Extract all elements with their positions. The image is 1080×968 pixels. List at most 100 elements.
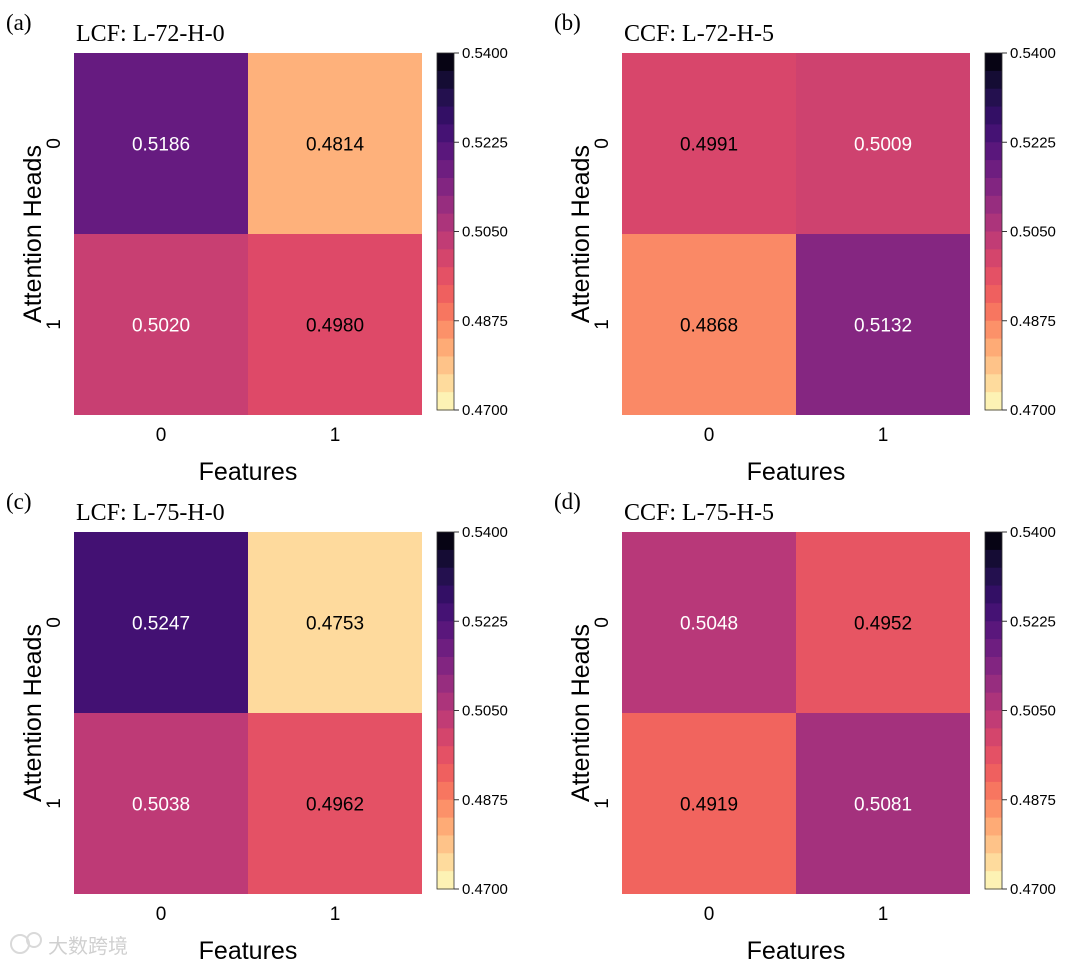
cell-value-r0-c0: 0.4991 (680, 135, 738, 156)
colorbar-tick-label: 0.4875 (1010, 313, 1056, 330)
y-tick-label: 1 (592, 319, 613, 330)
colorbar-segment (437, 835, 454, 854)
colorbar-segment (985, 639, 1002, 658)
colorbar-segment (985, 231, 1002, 250)
colorbar-segment (985, 764, 1002, 783)
colorbar-segment (985, 692, 1002, 712)
y-axis-label: Attention Heads (19, 624, 47, 802)
colorbar-segment (985, 728, 1002, 747)
colorbar-segment (985, 710, 1002, 729)
colorbar-segment (985, 142, 1002, 161)
x-tick-label: 1 (330, 425, 341, 446)
x-tick-label: 1 (878, 425, 889, 446)
colorbar-segment (437, 746, 454, 765)
colorbar-tick-label: 0.4700 (1010, 402, 1056, 419)
heatmap-cell-r1-c1 (248, 234, 422, 415)
watermark-logo-icon (26, 932, 42, 948)
panel-title: LCF: L-75-H-0 (76, 500, 225, 526)
colorbar-segment (437, 639, 454, 658)
x-axis-label: Features (747, 458, 846, 486)
colorbar-segment (437, 231, 454, 250)
heatmap-cell-r1-c0 (622, 713, 796, 894)
colorbar-segment (437, 70, 454, 90)
colorbar-segment (985, 853, 1002, 872)
y-axis-label: Attention Heads (19, 145, 47, 323)
colorbar-segment (985, 106, 1002, 125)
cell-value-r0-c0: 0.5186 (132, 135, 190, 156)
cell-value-r0-c1: 0.4814 (306, 135, 365, 156)
watermark-text: 大数跨境 (48, 935, 128, 958)
colorbar-segment (985, 53, 1002, 72)
colorbar-segment (437, 160, 454, 179)
heatmap-cell-r0-c0 (622, 532, 796, 713)
cell-value-r1-c1: 0.5132 (854, 316, 912, 337)
heatmap-panel-4: (d) CCF: L-75-H-5 0.5048 0.4952 0.4919 0.5081… (554, 489, 1056, 965)
y-tick-label: 0 (592, 617, 613, 628)
colorbar-segment (437, 213, 454, 233)
colorbar-tick-label: 0.5050 (462, 703, 508, 720)
colorbar-segment (437, 674, 454, 694)
colorbar-segment (437, 249, 454, 268)
cell-value-r0-c1: 0.4952 (854, 614, 912, 635)
colorbar-segment (985, 320, 1002, 340)
cell-value-r1-c0: 0.4868 (680, 316, 738, 337)
colorbar-tick-label: 0.5225 (1010, 134, 1056, 151)
colorbar-segment (437, 53, 454, 72)
panel-title: CCF: L-75-H-5 (624, 500, 774, 526)
colorbar-segment (985, 70, 1002, 90)
colorbar-segment (985, 356, 1002, 375)
colorbar-tick-label: 0.5400 (1010, 524, 1056, 541)
x-tick-label: 0 (704, 904, 715, 925)
colorbar-segment (437, 764, 454, 783)
panel-label: (c) (6, 489, 32, 514)
colorbar-segment (437, 817, 454, 837)
y-tick-label: 0 (592, 138, 613, 149)
colorbar-segment (437, 621, 454, 640)
colorbar-segment (985, 88, 1002, 108)
colorbar-segment (985, 392, 1002, 411)
x-axis-label: Features (199, 458, 298, 486)
panel-label: (a) (6, 10, 32, 35)
cell-value-r1-c1: 0.4962 (306, 795, 364, 816)
colorbar-segment (985, 549, 1002, 569)
cell-value-r1-c1: 0.4980 (306, 316, 364, 337)
colorbar-segment (985, 585, 1002, 604)
heatmap-cell-r1-c0 (622, 234, 796, 415)
cell-value-r1-c0: 0.5038 (132, 795, 190, 816)
y-tick-label: 1 (592, 798, 613, 809)
colorbar-segment (437, 549, 454, 569)
colorbar-tick-label: 0.4875 (462, 792, 508, 809)
colorbar-segment (437, 195, 454, 215)
colorbar-segment (985, 746, 1002, 765)
colorbar-tick-label: 0.5225 (462, 134, 508, 151)
colorbar-segment (437, 853, 454, 872)
colorbar-tick-label: 0.4700 (462, 402, 508, 419)
colorbar-segment (985, 338, 1002, 358)
heatmap-cell-r1-c1 (796, 713, 970, 894)
colorbar-segment (985, 302, 1002, 322)
colorbar-segment (437, 124, 454, 143)
colorbar-segment (437, 177, 454, 197)
colorbar-segment (985, 674, 1002, 694)
colorbar-segment (437, 320, 454, 340)
y-tick-label: 0 (44, 617, 65, 628)
colorbar-segment (985, 799, 1002, 819)
heatmap-cell-r0-c1 (796, 53, 970, 234)
colorbar-tick-label: 0.5050 (1010, 224, 1056, 241)
heatmap-cell-r0-c1 (248, 53, 422, 234)
x-tick-label: 1 (878, 904, 889, 925)
heatmap-cell-r0-c0 (74, 532, 248, 713)
cell-value-r1-c0: 0.5020 (132, 316, 190, 337)
colorbar-tick-label: 0.5225 (462, 613, 508, 630)
x-tick-label: 0 (156, 425, 167, 446)
colorbar-segment (437, 142, 454, 161)
colorbar-segment (437, 781, 454, 801)
x-tick-label: 0 (156, 904, 167, 925)
colorbar-tick-label: 0.5400 (462, 524, 508, 541)
heatmap-panel-3: (c) LCF: L-75-H-0 0.5247 0.4753 0.5038 0.4962… (6, 489, 508, 965)
colorbar-segment (437, 799, 454, 819)
y-tick-label: 1 (44, 798, 65, 809)
panel-title: LCF: L-72-H-0 (76, 21, 225, 47)
watermark: 大数跨境 (10, 932, 128, 958)
